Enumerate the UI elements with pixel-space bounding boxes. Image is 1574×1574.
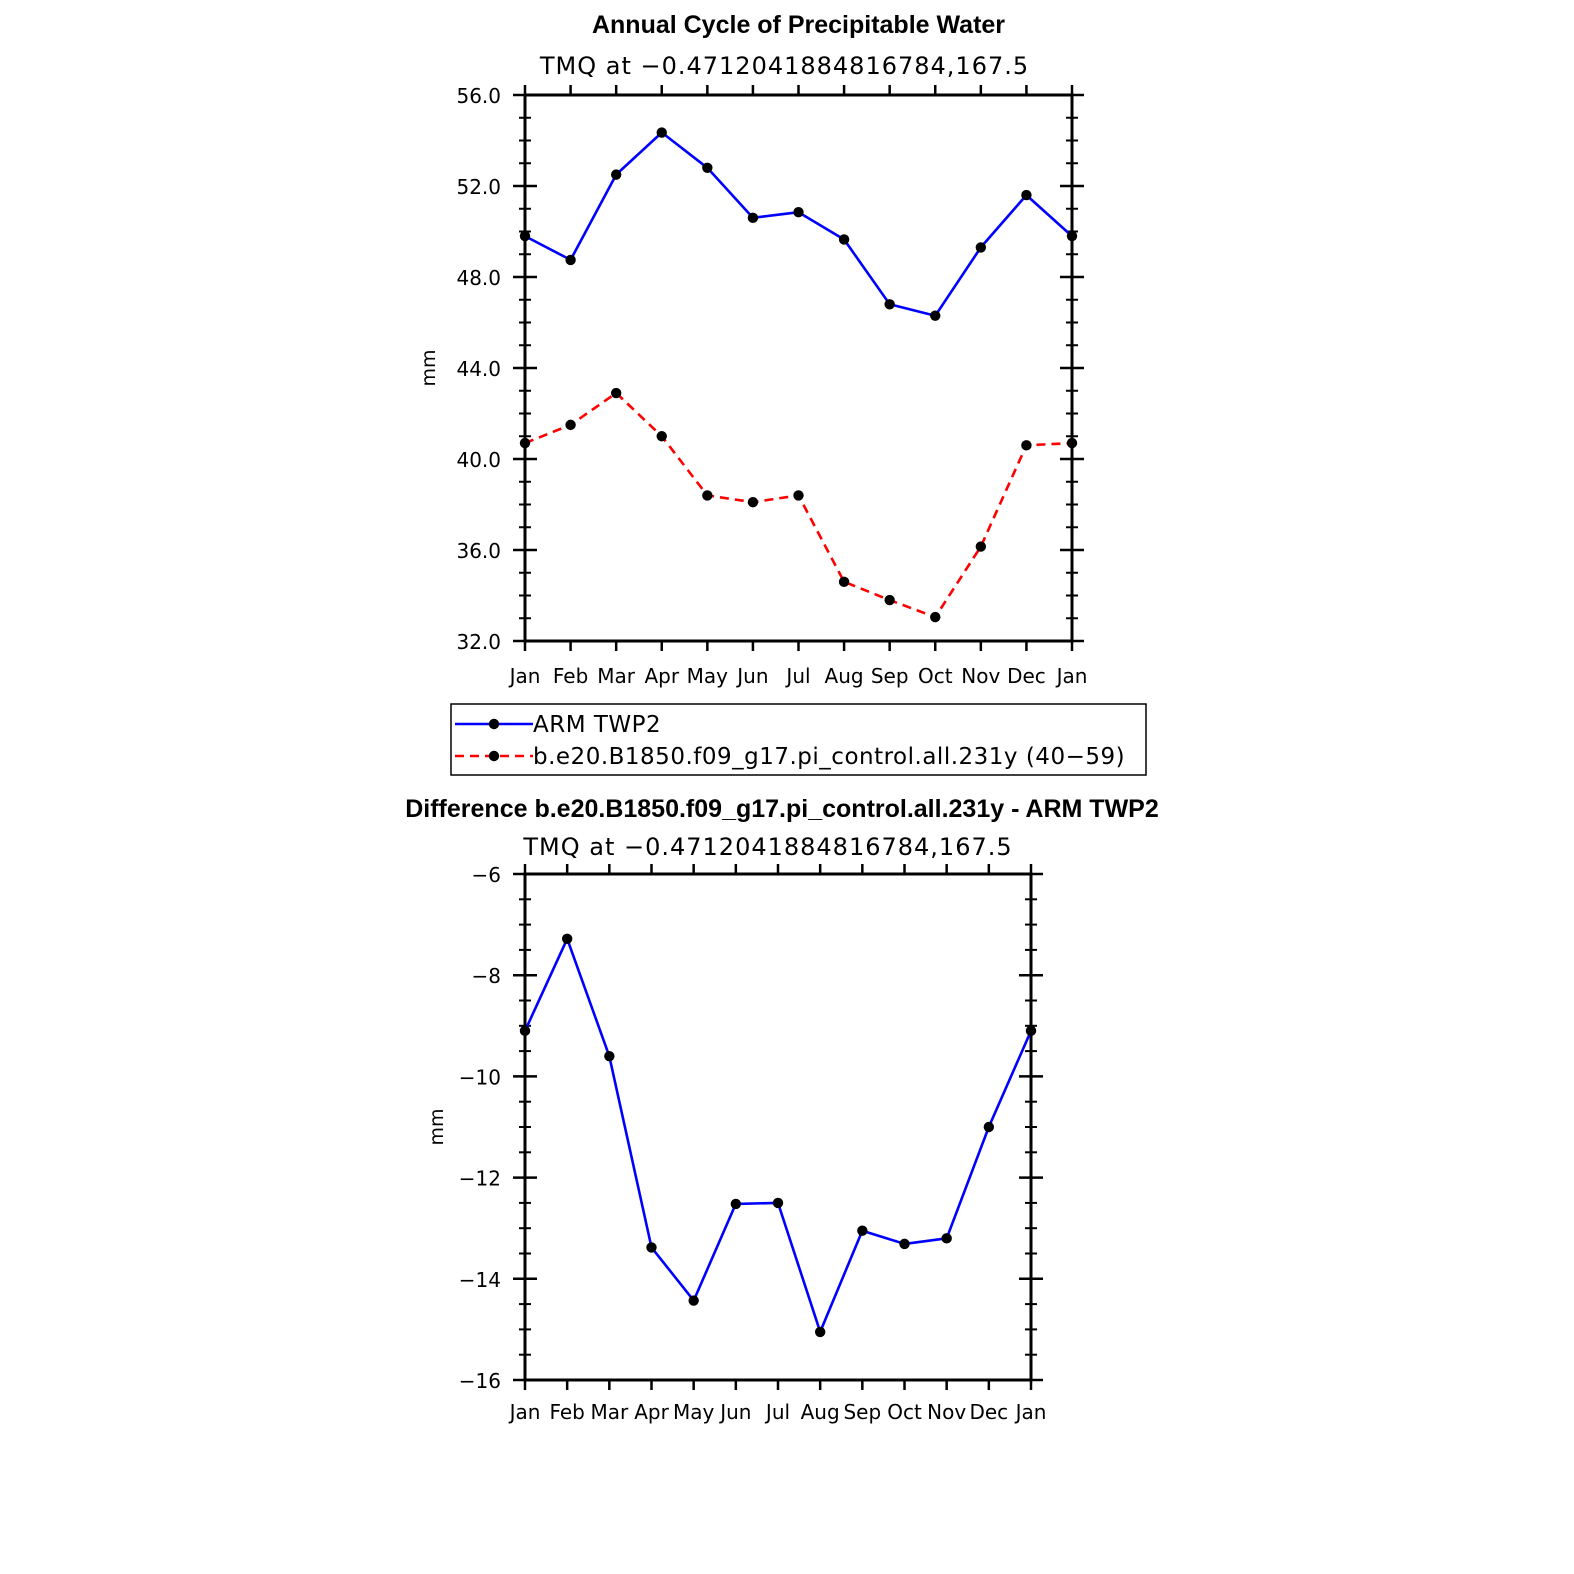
data-point xyxy=(814,1326,826,1338)
x-tick-label: Feb xyxy=(553,664,588,688)
y-axis-label: mm xyxy=(426,1108,448,1145)
y-tick-label: 44.0 xyxy=(456,357,501,381)
x-tick-label: Oct xyxy=(918,664,953,688)
y-tick-label: −16 xyxy=(459,1369,501,1393)
series-line-1 xyxy=(524,391,1073,619)
y-tick-label: 48.0 xyxy=(456,266,501,290)
x-tick-label: Mar xyxy=(597,664,636,688)
data-point xyxy=(1021,189,1032,201)
data-point xyxy=(1025,1025,1037,1037)
x-tick-label: Nov xyxy=(961,664,1000,688)
data-point xyxy=(565,419,576,431)
x-tick-label: May xyxy=(687,664,729,688)
data-point xyxy=(1066,230,1078,242)
x-tick-label: Apr xyxy=(644,664,679,688)
chart-subtitle: TMQ at −0.4712041884816784,167.5 xyxy=(522,833,1012,861)
data-point xyxy=(899,1238,910,1250)
y-tick-label: −8 xyxy=(472,964,501,988)
x-tick-label: Jun xyxy=(735,664,768,688)
data-point xyxy=(884,594,895,606)
data-point xyxy=(561,933,573,944)
data-point xyxy=(772,1197,784,1209)
data-point xyxy=(838,234,850,245)
y-tick-label: −12 xyxy=(459,1167,501,1191)
data-point xyxy=(930,310,941,321)
chart-subtitle: TMQ at −0.4712041884816784,167.5 xyxy=(539,52,1029,80)
data-point xyxy=(941,1233,952,1244)
data-point xyxy=(519,1025,531,1037)
y-tick-label: −10 xyxy=(459,1065,501,1089)
data-point xyxy=(656,431,667,442)
data-point xyxy=(1066,437,1078,449)
y-tick-label: 40.0 xyxy=(456,448,501,472)
x-tick-label: Jul xyxy=(784,664,810,688)
series-line-0 xyxy=(524,131,1073,318)
x-tick-label: Aug xyxy=(825,664,864,688)
y-tick-label: 32.0 xyxy=(456,630,501,654)
x-tick-label: Sep xyxy=(871,664,909,688)
x-tick-label: Jan xyxy=(508,664,541,688)
difference-chart: Difference b.e20.B1850.f09_g17.pi_contro… xyxy=(405,795,1159,1424)
plot-frame xyxy=(523,93,1074,643)
data-point xyxy=(930,611,941,623)
data-point xyxy=(793,206,804,218)
x-tick-label: Oct xyxy=(887,1400,922,1424)
x-tick-label: Dec xyxy=(969,1400,1008,1424)
y-tick-label: −14 xyxy=(459,1268,501,1292)
y-tick-label: 36.0 xyxy=(456,539,501,563)
data-point xyxy=(519,437,531,449)
data-point xyxy=(646,1242,657,1253)
data-point xyxy=(747,212,759,224)
data-point xyxy=(730,1198,742,1210)
data-point xyxy=(610,387,622,399)
data-point xyxy=(702,490,713,501)
legend-label: b.e20.B1850.f09_g17.pi_control.all.231y … xyxy=(533,744,1125,770)
x-tick-label: Jan xyxy=(1014,1400,1047,1424)
legend-box xyxy=(450,703,1147,776)
data-point xyxy=(747,497,759,508)
y-axis-label: mm xyxy=(418,349,440,386)
x-tick-label: Jun xyxy=(718,1400,751,1424)
x-tick-label: Apr xyxy=(634,1400,669,1424)
data-point xyxy=(983,1121,995,1133)
x-tick-label: Jul xyxy=(764,1400,790,1424)
data-point xyxy=(610,169,622,180)
data-point xyxy=(688,1295,699,1306)
data-point xyxy=(519,230,531,242)
x-tick-label: Aug xyxy=(801,1400,840,1424)
y-tick-label: −6 xyxy=(472,863,501,887)
legend: ARM TWP2 b.e20.B1850.f09_g17.pi_control.a… xyxy=(450,703,1147,776)
precipitable-water-chart: Annual Cycle of Precipitable Water TMQ at… xyxy=(418,11,1087,688)
data-point xyxy=(604,1050,615,1062)
x-tick-label: Sep xyxy=(843,1400,881,1424)
data-point xyxy=(1021,440,1032,451)
legend-marker xyxy=(488,718,500,730)
legend-marker xyxy=(488,750,500,762)
chart-title: Annual Cycle of Precipitable Water xyxy=(592,11,1005,39)
data-point xyxy=(975,541,987,552)
x-tick-label: Dec xyxy=(1007,664,1046,688)
x-tick-label: Nov xyxy=(927,1400,966,1424)
y-tick-label: 56.0 xyxy=(456,84,501,108)
x-tick-label: May xyxy=(673,1400,715,1424)
data-point xyxy=(975,242,987,253)
chart-title: Difference b.e20.B1850.f09_g17.pi_contro… xyxy=(405,795,1159,823)
data-point xyxy=(656,127,667,138)
data-point xyxy=(884,299,895,310)
data-point xyxy=(857,1225,868,1236)
x-tick-label: Jan xyxy=(508,1400,541,1424)
data-point xyxy=(838,576,850,588)
series-line-0 xyxy=(523,937,1033,1334)
y-tick-label: 52.0 xyxy=(456,175,501,199)
x-tick-label: Jan xyxy=(1055,664,1088,688)
x-tick-label: Mar xyxy=(590,1400,629,1424)
legend-label: ARM TWP2 xyxy=(533,712,661,738)
plot-frame xyxy=(523,872,1033,1382)
x-tick-label: Feb xyxy=(549,1400,584,1424)
data-point xyxy=(793,490,804,501)
data-point xyxy=(565,254,576,266)
data-point xyxy=(702,162,713,173)
